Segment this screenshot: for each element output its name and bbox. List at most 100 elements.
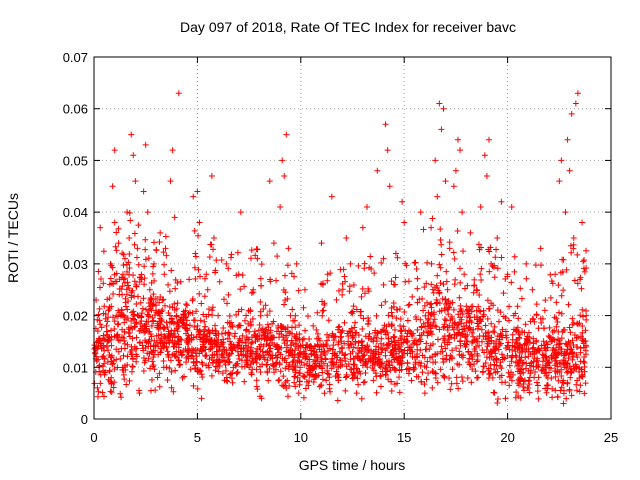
data-point	[344, 330, 351, 337]
data-point	[460, 248, 467, 255]
data-point	[151, 366, 158, 373]
data-point	[141, 281, 148, 288]
data-point	[492, 350, 499, 357]
data-point	[579, 219, 586, 226]
data-point	[175, 90, 182, 97]
data-point	[500, 290, 507, 297]
data-point	[473, 374, 480, 381]
data-point	[435, 287, 442, 294]
data-point	[197, 328, 204, 335]
data-point	[196, 290, 203, 297]
data-point	[577, 382, 584, 389]
y-tick-label: 0	[81, 412, 88, 427]
data-point	[147, 387, 154, 394]
data-point	[108, 374, 115, 381]
data-point	[253, 359, 260, 366]
data-point	[171, 214, 178, 221]
data-point	[154, 320, 161, 327]
data-point	[131, 241, 138, 248]
data-point	[145, 313, 152, 320]
data-point	[418, 360, 425, 367]
data-point	[95, 311, 102, 318]
data-point	[94, 345, 101, 352]
data-point	[209, 312, 216, 319]
data-point	[579, 329, 586, 336]
data-point	[437, 264, 444, 271]
data-point	[484, 297, 491, 304]
data-point	[194, 385, 201, 392]
data-point	[444, 306, 451, 313]
data-point	[342, 374, 349, 381]
data-point	[469, 366, 476, 373]
data-point	[423, 280, 430, 287]
data-point	[570, 245, 577, 252]
data-point	[390, 333, 397, 340]
data-point	[494, 235, 501, 241]
data-point	[385, 341, 392, 348]
data-point	[446, 245, 453, 252]
data-point	[576, 388, 583, 395]
data-point	[149, 358, 156, 365]
data-point	[549, 280, 556, 287]
data-point	[136, 339, 143, 346]
data-point	[269, 320, 276, 327]
data-point	[300, 304, 307, 311]
data-point	[185, 310, 192, 317]
data-point	[338, 333, 345, 340]
data-point	[276, 349, 283, 356]
data-point	[470, 289, 477, 296]
data-point	[439, 355, 446, 362]
data-point	[306, 377, 313, 384]
data-point	[197, 273, 204, 280]
data-point	[117, 337, 124, 344]
data-point	[292, 373, 299, 380]
data-point	[191, 264, 198, 271]
data-point	[294, 374, 301, 381]
data-point	[570, 235, 577, 241]
data-point	[391, 381, 398, 388]
data-point	[201, 318, 208, 325]
data-point	[116, 285, 123, 292]
data-point	[498, 351, 505, 358]
data-point	[163, 364, 170, 371]
data-point	[267, 276, 274, 283]
data-point	[438, 307, 445, 314]
data-point	[111, 147, 118, 154]
data-point	[242, 342, 249, 349]
data-point	[546, 324, 553, 331]
data-point	[200, 338, 207, 345]
data-point	[97, 321, 104, 328]
data-point	[133, 283, 140, 290]
data-point	[160, 249, 167, 256]
data-point	[576, 320, 583, 327]
data-point	[419, 352, 426, 359]
data-point	[166, 288, 173, 295]
data-point	[530, 358, 537, 365]
data-point	[377, 372, 384, 379]
data-point	[295, 352, 302, 359]
data-point	[564, 379, 571, 386]
data-point	[580, 313, 587, 320]
data-point	[108, 327, 115, 334]
data-point	[345, 333, 352, 340]
data-point	[502, 276, 509, 283]
data-point	[128, 317, 135, 324]
data-point	[224, 335, 231, 342]
data-point	[499, 326, 506, 333]
data-point	[150, 342, 157, 349]
data-point	[538, 262, 545, 269]
data-point	[452, 276, 459, 283]
data-point	[94, 328, 101, 335]
plot-frame	[93, 56, 612, 420]
data-point	[282, 379, 289, 386]
data-point	[474, 287, 481, 294]
data-point	[101, 360, 108, 367]
data-point	[465, 348, 472, 355]
data-point	[574, 280, 581, 287]
data-point	[558, 372, 565, 379]
data-point	[355, 339, 362, 346]
data-point	[320, 360, 327, 367]
data-point	[485, 246, 492, 253]
data-point	[359, 325, 366, 332]
data-point	[517, 370, 524, 377]
